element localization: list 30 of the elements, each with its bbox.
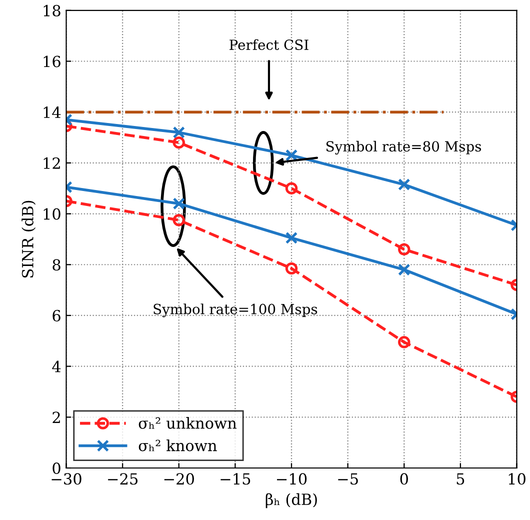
- x-tick-label: 5: [456, 473, 464, 485]
- x-tick-label: 10: [508, 473, 526, 485]
- annotation: Symbol rate=100 Msps: [154, 304, 318, 318]
- y-axis-title: SINR (dB): [22, 200, 36, 278]
- y-tick-label: 4: [52, 360, 61, 372]
- y-tick-label: 12: [44, 157, 60, 169]
- y-tick-label: 0: [52, 462, 60, 474]
- y-tick-label: 6: [52, 310, 60, 322]
- x-tick-label: 0: [400, 473, 408, 485]
- point: [285, 262, 298, 275]
- point: [285, 232, 298, 244]
- annotation: Symbol rate=80 Msps: [326, 140, 482, 154]
- legend-label: σₕ² unknown: [138, 417, 237, 429]
- y-tick-label: 16: [44, 56, 60, 68]
- y-tick-label: 14: [44, 106, 61, 118]
- x-tick-label: −10: [276, 473, 307, 485]
- annotation: Perfect CSI: [230, 39, 308, 50]
- x-tick-label: −30: [52, 473, 82, 485]
- x-axis-title: βₕ (dB): [266, 493, 317, 508]
- y-tick-label: 18: [44, 4, 60, 16]
- x-tick-label: −20: [164, 473, 194, 485]
- y-tick-label: 10: [44, 208, 60, 220]
- y-tick-label: 2: [52, 412, 60, 423]
- point: [285, 149, 298, 162]
- y-tick-label: 8: [52, 259, 60, 271]
- legend-label: σₕ² known: [138, 439, 217, 452]
- x-tick-label: −25: [108, 473, 138, 485]
- x-tick-label: −5: [338, 473, 358, 485]
- point: [285, 182, 298, 194]
- x-tick-label: −15: [220, 473, 250, 485]
